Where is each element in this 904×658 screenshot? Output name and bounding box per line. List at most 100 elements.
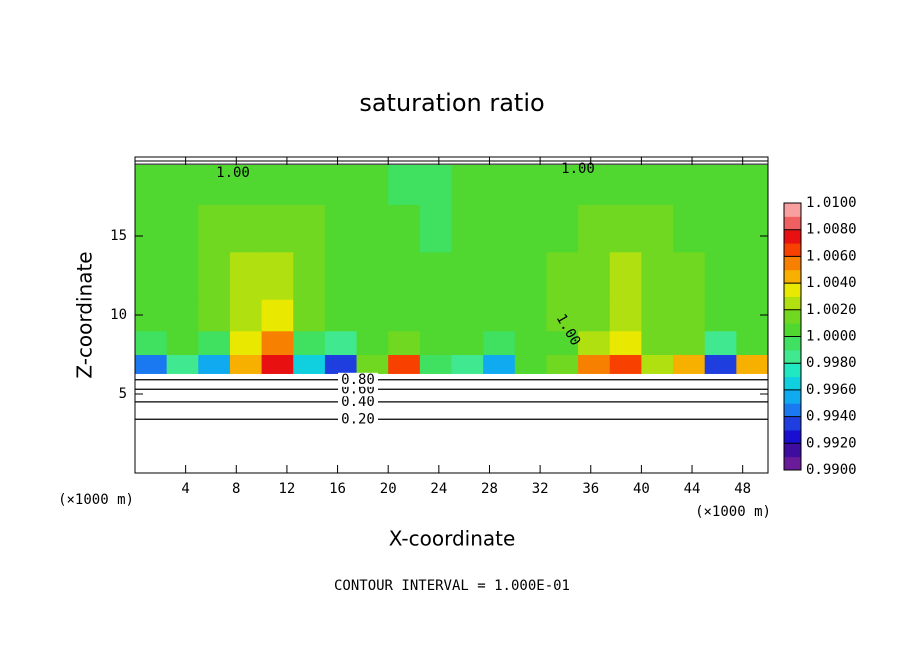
field-cell — [673, 330, 706, 355]
y-tick-label: 10 — [110, 307, 127, 323]
field-cell — [704, 299, 737, 332]
field-cell — [324, 204, 358, 253]
colorbar-swatch — [784, 256, 801, 271]
colorbar-tick-label: 1.0020 — [806, 302, 857, 318]
field-cell — [166, 354, 199, 374]
colorbar-swatch — [784, 323, 801, 337]
x-tick-label: 16 — [329, 481, 346, 497]
field-cell — [546, 251, 579, 300]
field-cell — [451, 330, 484, 355]
field-cell — [641, 251, 674, 300]
field-cell — [135, 330, 168, 355]
field-cell — [514, 354, 547, 374]
colorbar-swatch — [784, 456, 801, 471]
colorbar-swatch — [784, 296, 801, 311]
y-tick-label: 15 — [110, 228, 127, 244]
field-cell — [673, 299, 706, 332]
field-cell — [578, 164, 611, 205]
contour-label: 0.80 — [341, 372, 375, 388]
colorbar-swatch — [784, 216, 801, 231]
field-cell — [578, 354, 611, 374]
field-cell — [293, 330, 326, 355]
colorbar-tick-label: 1.0000 — [806, 329, 857, 345]
field-cell — [514, 330, 547, 355]
field-cell — [261, 251, 294, 300]
colorbar-tick-label: 0.9900 — [806, 462, 857, 478]
field-cell — [451, 354, 484, 374]
field-cell — [198, 330, 231, 355]
field-cell — [451, 299, 484, 332]
field-cell — [736, 330, 769, 355]
colorbar-swatch — [784, 336, 801, 351]
field-cell — [229, 330, 263, 355]
field-cell — [546, 299, 579, 332]
colorbar-tick-label: 1.0040 — [806, 275, 857, 291]
colorbar-tick-label: 0.9960 — [806, 382, 857, 398]
field-cell — [483, 251, 516, 300]
contour-label-bg — [338, 412, 378, 427]
field-cell — [293, 251, 326, 300]
field-cell — [609, 251, 642, 300]
colorbar-swatch — [784, 376, 801, 391]
field-cell — [419, 251, 452, 300]
field-cell — [609, 164, 642, 205]
x-tick-label: 8 — [232, 481, 240, 497]
field-cell — [324, 354, 358, 374]
field-cell — [736, 251, 769, 300]
field-cell — [324, 299, 358, 332]
field-cell — [324, 330, 358, 355]
y-tick-label: 5 — [119, 386, 127, 402]
field-cell — [388, 204, 421, 253]
field-cell — [229, 204, 263, 253]
x-axis-label: X-coordinate — [389, 527, 516, 551]
field-cell — [229, 164, 263, 205]
field-cell — [736, 354, 769, 374]
colorbar-tick-label: 1.0100 — [806, 195, 857, 211]
field-cell — [356, 251, 389, 300]
field-cell — [166, 330, 199, 355]
field-cell — [261, 354, 294, 374]
contour-label: 1.00 — [561, 161, 595, 177]
colorbar-swatch — [784, 443, 801, 458]
field-cell — [578, 204, 611, 253]
field-cell — [514, 164, 547, 205]
field-cell — [419, 354, 452, 374]
field-cell — [609, 330, 642, 355]
field-cell — [578, 251, 611, 300]
field-cell — [229, 299, 263, 332]
field-cell — [483, 354, 516, 374]
field-cell — [419, 204, 452, 253]
field-cell — [546, 164, 579, 205]
x-tick-label: 32 — [532, 481, 549, 497]
contour-label-bg — [338, 394, 378, 409]
field-cell — [135, 204, 168, 253]
x-tick-label: 12 — [278, 481, 295, 497]
colorbar-swatch — [784, 203, 801, 217]
field-cell — [483, 164, 516, 205]
field-cell — [293, 354, 326, 374]
x-tick-label: 44 — [684, 481, 701, 497]
contour-label: 0.40 — [341, 394, 375, 410]
field-cell — [261, 330, 294, 355]
field-cell — [546, 204, 579, 253]
colorbar-swatch — [784, 269, 801, 284]
colorbar-swatch — [784, 283, 801, 297]
field-cell — [388, 299, 421, 332]
field-cell — [356, 330, 389, 355]
contour-label: 1.00 — [216, 165, 250, 181]
field-cell — [451, 164, 484, 205]
field-cell — [198, 204, 231, 253]
field-cell — [546, 330, 579, 355]
field-cell — [419, 330, 452, 355]
field-cell — [704, 330, 737, 355]
colorbar-swatch — [784, 429, 801, 444]
field-cell — [293, 164, 326, 205]
x-tick-label: 36 — [582, 481, 599, 497]
field-cell — [514, 299, 547, 332]
y-unit: (×1000 m) — [58, 492, 134, 508]
colorbar-swatch — [784, 309, 801, 324]
footnote: CONTOUR INTERVAL = 1.000E-01 — [334, 578, 570, 594]
colorbar-swatch — [784, 229, 801, 244]
field-cell — [578, 299, 611, 332]
field-cell — [736, 164, 769, 205]
